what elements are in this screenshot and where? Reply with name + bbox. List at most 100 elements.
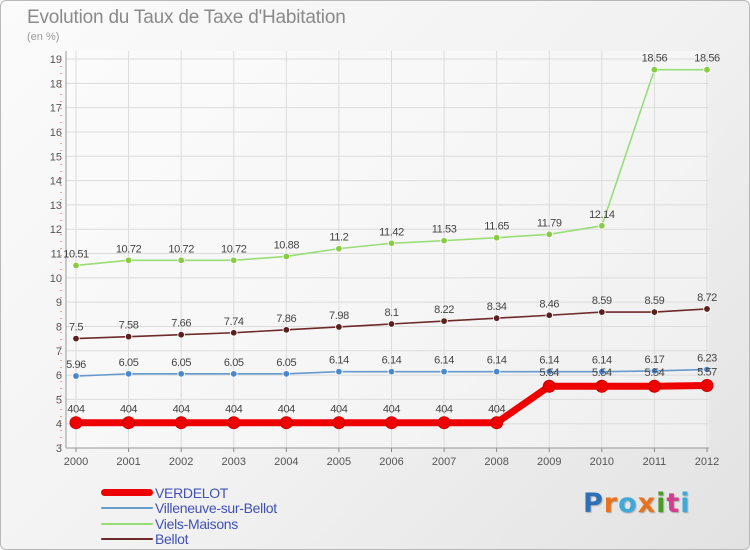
x-tick-label: 2009: [537, 456, 561, 468]
data-point: [437, 416, 451, 430]
data-label: 6.14: [434, 355, 454, 367]
data-label: 404: [330, 404, 347, 416]
x-tick-label: 2008: [484, 456, 508, 468]
data-label: 6.05: [276, 357, 296, 369]
data-label: 7.58: [119, 320, 139, 332]
data-point: [335, 244, 343, 253]
data-point: [72, 372, 80, 380]
data-point: [387, 320, 396, 328]
data-point: [650, 367, 659, 375]
data-point: [72, 334, 80, 343]
y-tick-label: 15: [50, 151, 62, 163]
proxiti-logo: Proxiti: [583, 488, 691, 519]
data-point: [598, 308, 606, 316]
data-point: [650, 308, 659, 316]
legend-label: Bellot: [155, 531, 189, 548]
data-point: [703, 305, 711, 313]
data-label: 7.66: [171, 318, 191, 330]
data-label: 11.65: [484, 221, 509, 233]
data-point: [595, 379, 609, 393]
data-point: [440, 236, 448, 245]
x-tick-label: 2000: [64, 456, 88, 468]
y-tick-label: 19: [50, 54, 62, 66]
x-tick-label: 2011: [643, 456, 667, 468]
data-label: 5.54: [645, 367, 665, 379]
legend-swatch: [101, 489, 153, 497]
data-point: [177, 370, 185, 378]
data-label: 6.05: [224, 357, 244, 369]
x-tick-label: 2001: [116, 456, 140, 468]
data-point: [227, 416, 241, 430]
data-point: [335, 323, 343, 331]
data-label: 8.59: [592, 295, 612, 307]
legend-item: Villeneuve-sur-Bellot: [101, 500, 277, 517]
data-point: [122, 416, 136, 430]
data-label: 404: [225, 404, 242, 416]
data-point: [387, 239, 396, 247]
data-label: 404: [278, 404, 295, 416]
data-label: 18.56: [694, 53, 720, 65]
data-point: [385, 416, 398, 430]
data-label: 8.22: [434, 304, 454, 316]
data-point: [545, 230, 553, 238]
data-point: [647, 379, 661, 393]
data-point: [177, 256, 185, 265]
data-label: 8.1: [384, 307, 398, 319]
data-point: [700, 379, 714, 393]
data-point: [174, 416, 188, 430]
legend-item: Viels-Maisons: [101, 516, 277, 532]
data-label: 404: [488, 404, 505, 416]
legend-label: Villeneuve-sur-Bellot: [155, 500, 277, 517]
x-tick-label: 2003: [222, 456, 246, 468]
data-point: [542, 379, 556, 393]
data-label: 18.56: [642, 53, 668, 65]
data-point: [440, 367, 448, 376]
data-label: 6.23: [697, 352, 717, 364]
data-point: [230, 370, 238, 378]
data-label: 6.14: [539, 355, 559, 367]
data-label: 5.57: [697, 367, 717, 379]
y-tick-label: 6: [56, 370, 62, 382]
y-tick-label: 10: [50, 273, 62, 285]
x-tick-label: 2004: [274, 456, 298, 468]
data-label: 6.05: [119, 357, 139, 369]
data-point: [492, 367, 501, 376]
data-label: 10.51: [63, 248, 89, 260]
x-tick-label: 2005: [327, 456, 351, 468]
chart-title: Evolution du Taux de Taxe d'Habitation: [27, 7, 346, 28]
y-tick-label: 8: [56, 321, 62, 333]
legend-swatch: [101, 507, 153, 510]
data-label: 5.54: [592, 367, 612, 379]
data-point: [440, 317, 448, 325]
data-point: [72, 261, 80, 270]
data-point: [492, 314, 501, 322]
x-tick-label: 2006: [379, 456, 403, 468]
y-tick-label: 4: [56, 419, 62, 431]
data-point: [703, 65, 711, 74]
data-point: [332, 416, 346, 430]
data-label: 11.42: [379, 226, 404, 238]
data-point: [124, 370, 133, 378]
data-point: [545, 311, 553, 319]
data-point: [703, 365, 711, 374]
y-tick-label: 18: [50, 78, 62, 90]
data-point: [124, 256, 133, 265]
data-point: [490, 416, 504, 430]
data-label: 6.14: [382, 355, 402, 367]
data-label: 7.5: [69, 322, 83, 334]
data-label: 7.86: [276, 313, 296, 325]
legend-label: Viels-Maisons: [155, 515, 238, 532]
chart-legend: VERDELOT Villeneuve-sur-Bellot Viels-Maiso…: [101, 485, 277, 547]
data-label: 6.14: [592, 355, 612, 367]
data-label: 404: [173, 404, 190, 416]
x-tick-label: 2012: [695, 456, 719, 468]
data-point: [492, 233, 501, 242]
data-point: [279, 416, 293, 430]
data-point: [124, 332, 133, 341]
data-point: [598, 222, 606, 230]
legend-swatch: [101, 538, 153, 541]
y-tick-label: 17: [50, 103, 62, 115]
y-tick-label: 12: [50, 224, 62, 236]
data-label: 10.88: [274, 239, 300, 251]
